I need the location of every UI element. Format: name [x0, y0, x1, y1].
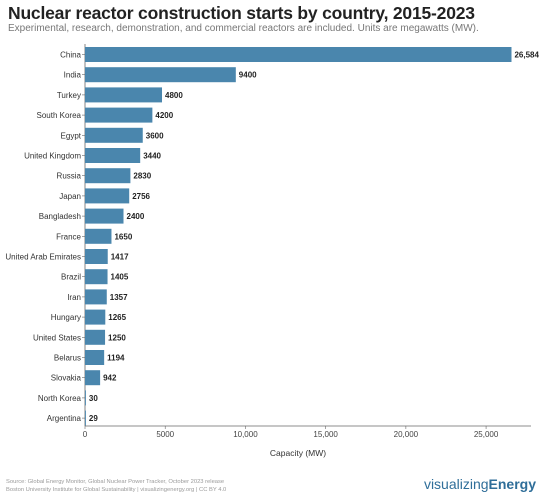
chart-title: Nuclear reactor construction starts by c…: [8, 3, 475, 23]
x-tick-label: 15,000: [313, 430, 338, 439]
bar: [85, 350, 105, 365]
x-axis-title: Capacity (MW): [270, 448, 326, 458]
category-label: Belarus: [54, 354, 81, 363]
bar: [85, 208, 124, 224]
bar: [85, 390, 86, 406]
bar: [85, 228, 112, 244]
value-label: 2400: [127, 212, 145, 221]
category-label: Iran: [67, 293, 81, 302]
value-label: 1194: [107, 354, 125, 363]
bar: [85, 67, 236, 83]
category-label: United States: [33, 333, 81, 342]
value-label: 1417: [111, 253, 129, 262]
value-label: 2756: [132, 192, 150, 201]
category-label: Argentina: [47, 414, 82, 423]
category-label: United Arab Emirates: [5, 253, 81, 262]
category-label: Egypt: [61, 131, 82, 140]
source-line-2: Boston University Institute for Global S…: [6, 487, 227, 493]
bar: [85, 127, 143, 143]
brand-prefix: visualizing: [423, 476, 489, 492]
chart-subtitle: Experimental, research, demonstration, a…: [8, 23, 479, 34]
value-label: 3440: [143, 152, 161, 161]
value-label: 1650: [114, 232, 132, 241]
bar: [85, 249, 108, 264]
category-label: Russia: [57, 172, 82, 181]
category-label: Hungary: [51, 313, 81, 322]
category-label: China: [60, 51, 81, 60]
category-label: South Korea: [37, 111, 82, 120]
category-label: Brazil: [61, 273, 81, 282]
x-tick-label: 20,000: [394, 430, 419, 439]
category-label: Turkey: [57, 91, 81, 100]
bar: [85, 188, 130, 204]
value-label: 1405: [111, 273, 129, 282]
bar: [85, 168, 131, 184]
value-label: 26,584: [514, 51, 539, 60]
brand-logo: visualizingEnergy: [424, 476, 536, 492]
brand-suffix: Energy: [488, 476, 536, 492]
value-label: 4800: [165, 91, 183, 100]
bar: [85, 148, 141, 163]
category-label: France: [56, 232, 81, 241]
category-label: Slovakia: [51, 374, 82, 383]
value-label: 2830: [133, 172, 151, 181]
bar-chart: China 26,584 India 9400 Turkey 4800 South Kore…: [5, 44, 540, 458]
value-label: 29: [89, 414, 98, 423]
bar: [85, 309, 106, 325]
value-label: 1265: [108, 313, 126, 322]
value-label: 942: [103, 374, 117, 383]
x-tick-label: 5000: [156, 430, 174, 439]
value-label: 1250: [108, 333, 126, 342]
bar: [85, 107, 153, 123]
source-note: Source: Global Energy Monitor, Global Nu…: [6, 478, 226, 494]
category-label: Bangladesh: [39, 212, 81, 221]
bar: [85, 269, 108, 285]
bar: [85, 370, 101, 386]
value-label: 1357: [110, 293, 128, 302]
value-label: 3600: [146, 131, 164, 140]
category-label: Japan: [59, 192, 81, 201]
bar: [85, 410, 86, 426]
bar: [85, 289, 107, 305]
value-label: 4200: [155, 111, 173, 120]
category-label: United Kingdom: [24, 152, 81, 161]
value-label: 30: [89, 394, 98, 403]
category-label: India: [64, 71, 82, 80]
bar: [85, 47, 512, 62]
category-label: North Korea: [38, 394, 82, 403]
bar: [85, 329, 106, 345]
value-label: 9400: [239, 71, 257, 80]
x-tick-label: 25,000: [474, 430, 499, 439]
x-tick-label: 0: [83, 430, 88, 439]
x-tick-label: 10,000: [233, 430, 258, 439]
source-line-1: Source: Global Energy Monitor, Global Nu…: [6, 479, 225, 485]
bar: [85, 87, 163, 103]
